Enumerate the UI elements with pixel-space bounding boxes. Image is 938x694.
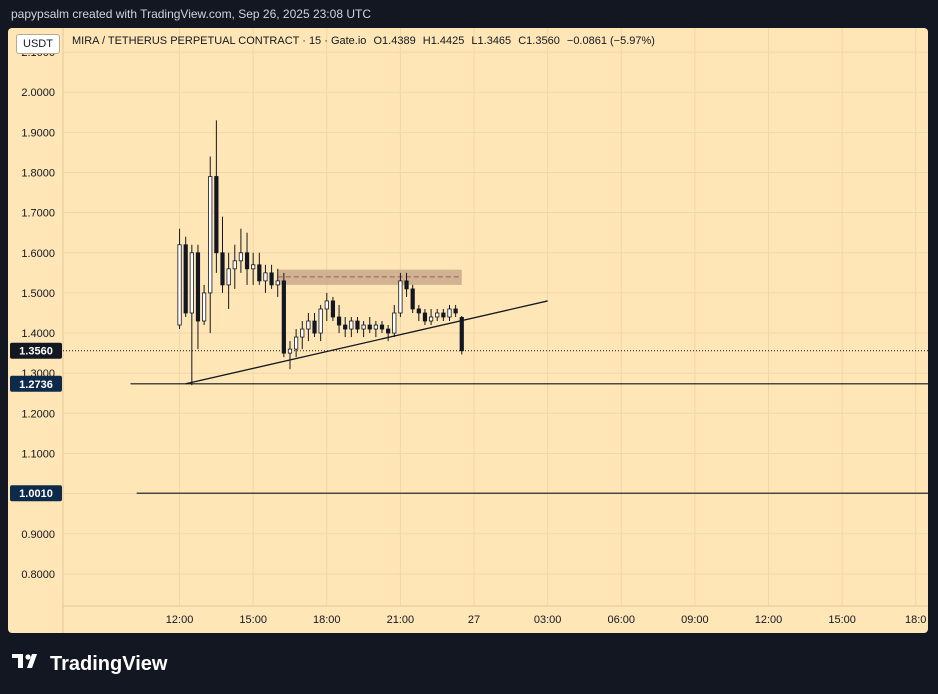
candle-body <box>294 336 299 350</box>
candle-body <box>435 312 440 318</box>
x-tick-label: 27 <box>468 614 480 626</box>
legend-change: −0.0861 (−5.97%) <box>566 35 655 47</box>
currency-selector[interactable]: USDT <box>16 34 60 54</box>
candle-body <box>379 324 385 330</box>
candle-body <box>232 260 237 270</box>
ascending-trendline <box>185 300 548 385</box>
candle-body <box>349 320 354 330</box>
brand-logo[interactable]: TradingView <box>12 652 167 676</box>
candle-body <box>244 252 250 270</box>
legend-open: O1.4389 <box>373 35 416 47</box>
candle-body <box>398 280 403 314</box>
candle-body <box>208 176 213 294</box>
brand-name: TradingView <box>50 652 168 675</box>
candle-body <box>306 320 311 330</box>
y-tick-label: 1.9000 <box>21 127 55 139</box>
x-tick-label: 18:0 <box>905 614 926 626</box>
candle-body <box>330 300 336 318</box>
chart-frame[interactable]: 2.10002.00001.90001.80001.70001.60001.50… <box>8 28 928 633</box>
candle-body <box>189 252 194 314</box>
candle-body <box>392 312 397 334</box>
candle-body <box>226 268 231 286</box>
legend-symbol: MIRA / TETHERUS PERPETUAL CONTRACT · 15 … <box>72 35 367 47</box>
candle-body <box>416 308 421 314</box>
candle-body <box>459 317 464 352</box>
candle-body <box>300 328 305 338</box>
candle-body <box>220 252 225 286</box>
price-label-box <box>10 485 62 502</box>
candle-body <box>195 252 201 322</box>
candle-body <box>251 264 256 270</box>
x-tick-label: 09:00 <box>681 614 709 626</box>
candle-body <box>183 244 188 314</box>
candle-body <box>275 280 280 286</box>
price-label-box <box>10 342 62 359</box>
x-tick-label: 12:00 <box>755 614 783 626</box>
candle-body <box>201 292 207 322</box>
candle-body <box>355 320 360 330</box>
legend-close: C1.3560 <box>518 35 560 47</box>
y-tick-label: 1.7000 <box>21 208 55 220</box>
x-tick-label: 21:00 <box>387 614 415 626</box>
price-label-text: 1.0010 <box>19 488 53 500</box>
x-tick-label: 15:00 <box>239 614 267 626</box>
candle-body <box>404 280 409 290</box>
price-label-text: 1.2736 <box>19 379 53 391</box>
chart-canvas[interactable]: 2.10002.00001.90001.80001.70001.60001.50… <box>8 28 928 633</box>
price-label-box <box>10 375 62 392</box>
x-tick-label: 12:00 <box>166 614 194 626</box>
y-tick-label: 1.5000 <box>21 288 55 300</box>
y-tick-label: 0.9000 <box>21 529 55 541</box>
candle-body <box>361 324 366 330</box>
candle-body <box>287 348 293 354</box>
candle-body <box>281 280 286 354</box>
price-label-text: 1.3560 <box>19 346 53 358</box>
candle-body <box>386 328 391 334</box>
y-tick-label: 0.8000 <box>21 569 55 581</box>
legend-high: H1.4425 <box>422 35 465 47</box>
x-tick-label: 03:00 <box>534 614 562 626</box>
candle-body <box>336 316 342 326</box>
candle-body <box>367 324 372 330</box>
candle-body <box>453 308 458 314</box>
candle-body <box>214 176 219 254</box>
y-tick-label: 1.4000 <box>21 328 55 340</box>
candle-body <box>312 320 317 334</box>
y-tick-label: 1.2000 <box>21 408 55 420</box>
candle-body <box>373 324 378 330</box>
legend-low: L1.3465 <box>471 35 512 47</box>
chart-legend: MIRA / TETHERUS PERPETUAL CONTRACT · 15 … <box>72 35 659 47</box>
candle-body <box>441 312 446 318</box>
y-tick-label: 2.0000 <box>21 87 55 99</box>
candle-body <box>428 316 434 322</box>
candle-body <box>422 312 428 322</box>
x-tick-label: 18:00 <box>313 614 341 626</box>
candle-body <box>263 272 268 282</box>
candle-body <box>257 264 262 282</box>
candle-body <box>177 244 182 326</box>
candle-body <box>238 252 244 262</box>
x-tick-label: 06:00 <box>607 614 635 626</box>
x-tick-label: 15:00 <box>828 614 856 626</box>
y-tick-label: 1.6000 <box>21 248 55 260</box>
y-tick-label: 1.8000 <box>21 168 55 180</box>
chart-header-text: papypsalm created with TradingView.com, … <box>11 7 371 21</box>
candle-body <box>318 308 323 334</box>
candle-body <box>410 288 415 310</box>
candle-body <box>324 300 329 310</box>
tradingview-logo-icon <box>12 652 44 676</box>
candle-body <box>343 324 348 330</box>
y-tick-label: 1.1000 <box>21 448 55 460</box>
candle-body <box>447 308 452 318</box>
candle-body <box>269 272 274 286</box>
